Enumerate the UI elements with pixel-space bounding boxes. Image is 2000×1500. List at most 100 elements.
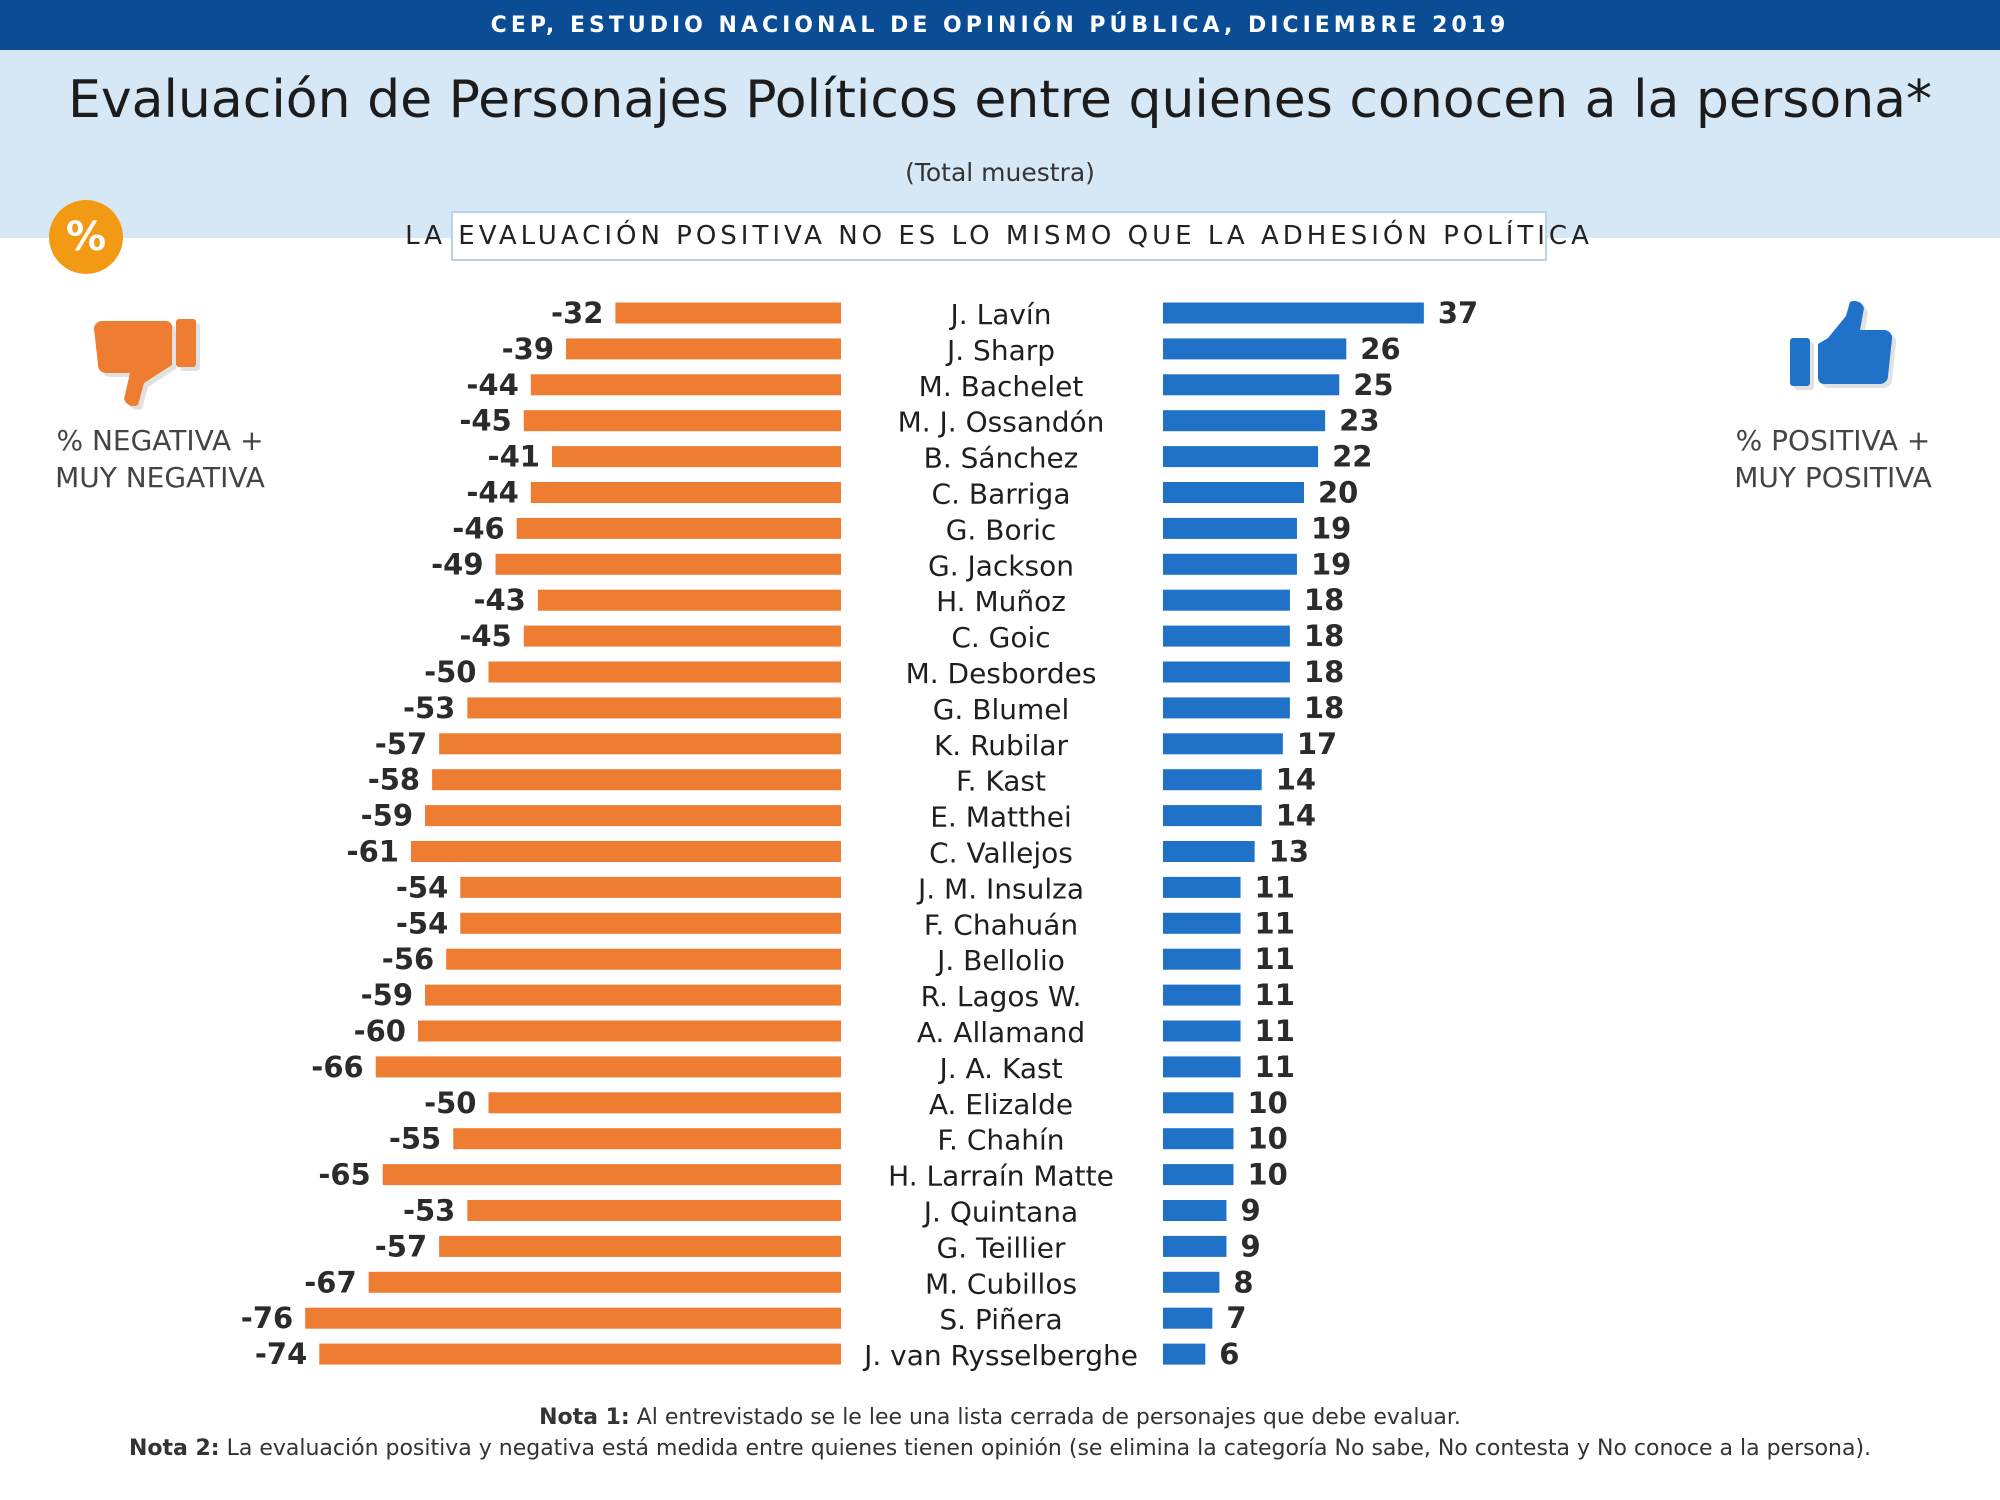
negative-bar <box>530 482 841 503</box>
positive-value-label: 11 <box>1255 942 1295 976</box>
person-name-label: G. Boric <box>946 513 1057 546</box>
negative-value-label: -56 <box>382 942 434 976</box>
positive-value-label: 9 <box>1240 1194 1260 1228</box>
person-name-label: J. M. Insulza <box>916 872 1084 905</box>
positive-bar <box>1163 1271 1220 1293</box>
positive-value-label: 18 <box>1304 691 1344 725</box>
positive-value-label: 11 <box>1255 870 1295 904</box>
positive-bar <box>1163 1164 1234 1186</box>
negative-value-label: -66 <box>311 1050 363 1084</box>
person-name-label: J. Sharp <box>945 334 1055 367</box>
positive-value-label: 9 <box>1240 1229 1260 1263</box>
source-banner: CEP, ESTUDIO NACIONAL DE OPINIÓN PÚBLICA… <box>0 0 2000 50</box>
person-name-label: C. Vallejos <box>929 837 1073 870</box>
person-name-label: R. Lagos W. <box>921 980 1082 1013</box>
negative-bar <box>530 374 841 396</box>
footnotes: Nota 1: Al entrevistado se le lee una li… <box>0 1402 2000 1464</box>
negative-value-label: -45 <box>459 619 511 653</box>
negative-legend-label: % NEGATIVA + MUY NEGATIVA <box>55 424 265 494</box>
note-2-text: La evaluación positiva y negativa está m… <box>219 1436 1872 1461</box>
negative-value-label: -43 <box>473 583 525 617</box>
positive-value-label: 23 <box>1339 404 1379 438</box>
negative-bar <box>425 805 841 827</box>
negative-value-label: -44 <box>466 476 518 510</box>
positive-bar <box>1163 446 1319 468</box>
thumbs-up-icon <box>1790 300 1897 390</box>
positive-bar <box>1163 1235 1227 1257</box>
positive-value-label: 11 <box>1255 906 1295 940</box>
chart-title: Evaluación de Personajes Políticos entre… <box>67 70 1933 130</box>
positive-value-label: 25 <box>1353 368 1393 402</box>
positive-bar <box>1163 912 1241 934</box>
note-2: Nota 2: La evaluación positiva y negativ… <box>0 1433 2000 1464</box>
note-1-label: Nota 1: <box>539 1405 630 1430</box>
negative-value-label: -59 <box>361 799 413 833</box>
callout-text: LA EVALUACIÓN POSITIVA NO ES LO MISMO QU… <box>405 221 1593 251</box>
percent-badge-text: % <box>65 214 107 260</box>
negative-bar <box>368 1271 841 1293</box>
positive-value-label: 8 <box>1233 1265 1253 1299</box>
positive-value-label: 10 <box>1248 1122 1288 1156</box>
negative-value-label: -45 <box>459 404 511 438</box>
negative-value-label: -39 <box>502 332 554 366</box>
person-name-label: F. Chahuán <box>924 908 1078 941</box>
positive-bar <box>1163 805 1262 827</box>
person-name-label: J. Quintana <box>922 1196 1078 1229</box>
positive-bar <box>1163 625 1290 647</box>
positive-bar <box>1163 733 1283 755</box>
positive-bar <box>1163 1092 1234 1114</box>
person-name-label: A. Elizalde <box>929 1088 1073 1121</box>
person-name-label: J. Bellolio <box>935 944 1065 977</box>
negative-value-label: -54 <box>396 870 448 904</box>
percent-badge-icon: % <box>49 200 123 274</box>
positive-bar <box>1163 1056 1241 1078</box>
negative-value-label: -49 <box>431 547 483 581</box>
negative-value-label: -60 <box>354 1014 406 1048</box>
negative-bar <box>488 661 841 683</box>
person-name-label: C. Goic <box>951 621 1050 654</box>
negative-value-label: -65 <box>318 1158 370 1192</box>
positive-value-label: 6 <box>1219 1337 1239 1371</box>
negative-value-label: -53 <box>403 1194 455 1228</box>
positive-bar <box>1163 482 1304 503</box>
positive-bar <box>1163 1128 1234 1150</box>
negative-bar <box>439 1235 841 1257</box>
negative-value-label: -67 <box>304 1265 356 1299</box>
person-name-label: M. Bachelet <box>919 370 1084 403</box>
negative-bar <box>537 589 841 611</box>
negative-bar <box>319 1343 841 1365</box>
negative-value-label: -55 <box>389 1122 441 1156</box>
negative-bar <box>566 338 841 360</box>
positive-value-label: 11 <box>1255 1014 1295 1048</box>
positive-legend-label: % POSITIVA + MUY POSITIVA <box>1734 424 1932 494</box>
person-name-label: E. Matthei <box>930 801 1072 834</box>
note-1-text: Al entrevistado se le lee una lista cerr… <box>629 1405 1461 1430</box>
negative-value-label: -53 <box>403 691 455 725</box>
positive-bar <box>1163 1307 1213 1329</box>
negative-value-label: -32 <box>551 296 603 330</box>
negative-value-label: -57 <box>375 727 427 761</box>
negative-bar <box>439 733 841 755</box>
negative-bar <box>551 446 841 468</box>
negative-bar <box>523 625 841 647</box>
negative-value-label: -50 <box>424 1086 476 1120</box>
negative-value-label: -44 <box>466 368 518 402</box>
positive-value-label: 10 <box>1248 1086 1288 1120</box>
positive-bar <box>1163 697 1290 719</box>
person-name-label: C. Barriga <box>932 478 1071 511</box>
thumbs-down-icon <box>94 319 200 411</box>
positive-value-label: 18 <box>1304 583 1344 617</box>
negative-value-label: -41 <box>488 440 540 474</box>
positive-value-label: 18 <box>1304 655 1344 689</box>
positive-bar <box>1163 841 1255 862</box>
positive-value-label: 19 <box>1311 511 1351 545</box>
person-name-label: H. Muñoz <box>936 585 1066 618</box>
negative-bar <box>453 1128 841 1150</box>
note-1: Nota 1: Al entrevistado se le lee una li… <box>0 1402 2000 1433</box>
negative-value-label: -76 <box>241 1301 293 1335</box>
negative-bar <box>495 553 841 575</box>
negative-value-label: -46 <box>452 511 504 545</box>
positive-value-label: 11 <box>1255 1050 1295 1084</box>
person-name-label: K. Rubilar <box>934 729 1069 762</box>
negative-bar <box>418 1020 841 1042</box>
